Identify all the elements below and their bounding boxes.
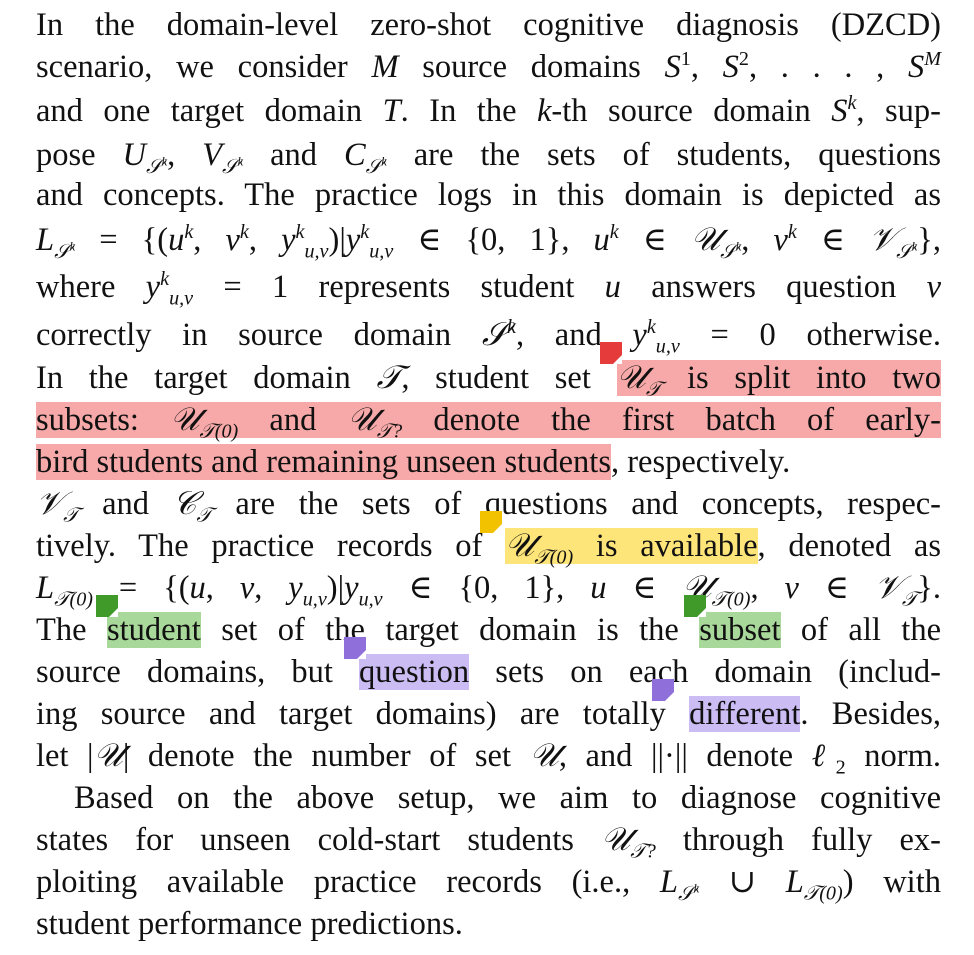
text-line-11: bird students and remaining unseen stude… xyxy=(36,444,791,480)
text-line-12: 𝒱𝒯 and 𝒞𝒯 are the sets of questions and … xyxy=(36,486,941,527)
text-line-7: where yku,v = 1 represents student u ans… xyxy=(36,268,941,310)
text-line-17: ing source and target domains) are total… xyxy=(36,696,941,732)
highlight-purple-question[interactable]: question xyxy=(359,654,470,690)
highlight-yellow[interactable]: 𝒰𝒯(0) is available xyxy=(504,528,758,569)
highlight-purple-different[interactable]: different xyxy=(689,696,801,732)
text-line-4: pose U𝒮k, V𝒮k and C𝒮k are the sets of st… xyxy=(36,137,941,178)
highlight-green-student[interactable]: student xyxy=(106,612,201,648)
text-line-20: states for unseen cold-start students 𝒰𝒯… xyxy=(36,822,942,863)
text-line-10: subsets: 𝒰𝒯(0) and 𝒰𝒯? denote the first … xyxy=(36,400,941,443)
highlight-red-mid[interactable]: subsets: 𝒰𝒯(0) and 𝒰𝒯? denote the first … xyxy=(36,402,941,443)
text-line-1: In the domain-level zero-shot cognitive … xyxy=(36,7,941,43)
text-line-8: correctly in source domain 𝒮k, and yku,v… xyxy=(36,316,941,358)
highlight-red-end[interactable]: bird students and remaining unseen stude… xyxy=(36,444,611,480)
text-line-22: student performance predictions. xyxy=(36,906,463,942)
text-line-2: scenario, we consider M source domains S… xyxy=(36,48,942,85)
highlight-red-start[interactable]: 𝒰𝒯 is split into two xyxy=(616,360,942,401)
text-line-14-formula: L𝒯(0) = {(u, v, yu,v)|yu,v ∈ {0, 1}, u ∈… xyxy=(36,570,942,611)
purple-note-icon[interactable] xyxy=(344,637,366,659)
highlight-green-subset[interactable]: subset xyxy=(699,612,781,648)
text-line-6-formula: L𝒮k = {(uk, vk, yku,v)|yku,v ∈ {0, 1}, u… xyxy=(36,221,941,263)
purple-note-icon[interactable] xyxy=(652,679,674,701)
green-note-icon[interactable] xyxy=(684,595,706,617)
text-line-15: The student set of the target domain is … xyxy=(36,612,941,648)
red-note-icon[interactable] xyxy=(600,342,622,364)
yellow-note-icon[interactable] xyxy=(480,511,502,533)
text-line-9: In the target domain 𝒯, student set 𝒰𝒯 i… xyxy=(36,360,942,401)
text-line-13: tively. The practice records of 𝒰𝒯(0) is… xyxy=(36,528,941,569)
text-line-5: and concepts. The practice logs in this … xyxy=(36,177,941,213)
text-line-3: and one target domain T. In the k-th sou… xyxy=(36,92,941,129)
text-line-19: Based on the above setup, we aim to diag… xyxy=(74,780,941,816)
text-line-16: source domains, but question sets on eac… xyxy=(36,654,942,690)
text-line-21: ploiting available practice records (i.e… xyxy=(36,864,941,905)
text-line-18: let |𝒰| denote the number of set 𝒰, and … xyxy=(36,738,941,779)
green-note-icon[interactable] xyxy=(96,595,118,617)
